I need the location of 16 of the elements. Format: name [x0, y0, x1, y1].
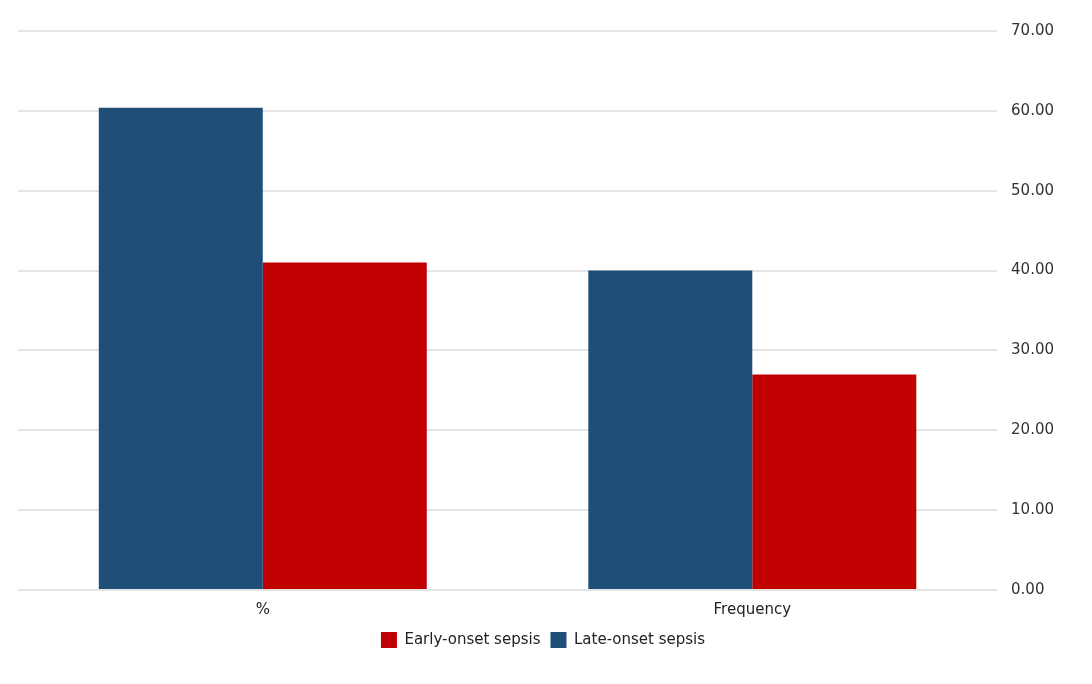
y-tick-label: 60.00: [1011, 100, 1055, 119]
y-tick-label: 70.00: [1011, 20, 1055, 39]
y-tick-label: 50.00: [1011, 180, 1055, 199]
x-tick-label: Frequency: [713, 599, 792, 618]
legend-label: Early-onset sepsis: [404, 629, 541, 648]
legend-label: Late-onset sepsis: [573, 629, 706, 648]
x-tick-label: %: [255, 599, 270, 618]
y-tick-label: 10.00: [1011, 500, 1055, 519]
bar: [752, 374, 917, 589]
y-tick-label: 0.00: [1011, 579, 1045, 598]
y-tick-label: 30.00: [1011, 340, 1055, 359]
y-tick-label: 20.00: [1011, 420, 1055, 439]
bar: [262, 262, 427, 589]
bar: [98, 107, 263, 589]
bar: [588, 270, 753, 589]
y-tick-label: 40.00: [1011, 260, 1055, 279]
